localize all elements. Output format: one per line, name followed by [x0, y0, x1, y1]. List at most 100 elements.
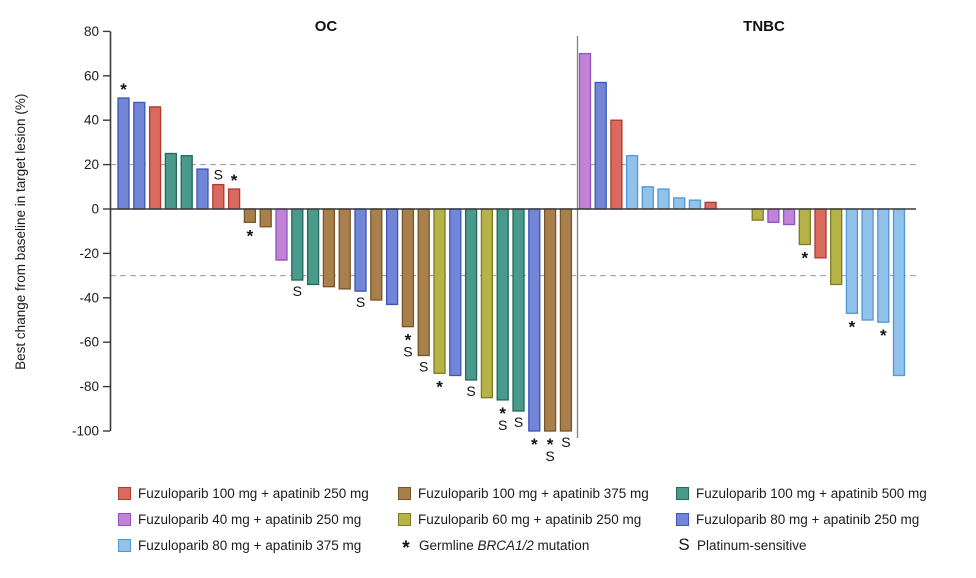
- bar: [291, 208, 304, 281]
- waterfall-chart: 80 60 40 20 0 -20 -40 -60 -80 -100 Best change fro…: [13, 18, 916, 464]
- y-tick-label: -100: [72, 424, 99, 439]
- bar: [227, 188, 241, 210]
- bar: [401, 208, 415, 328]
- legend-item: Fuzuloparib 60 mg + apatinib 250 mg: [398, 512, 676, 527]
- brca-mutation-mark: *: [436, 377, 443, 396]
- bar: [354, 208, 367, 292]
- y-tick-label: -80: [79, 379, 99, 394]
- legend-label: Fuzuloparib 100 mg + apatinib 375 mg: [418, 485, 649, 501]
- brca-mutation-asterisk-icon: *: [402, 538, 410, 559]
- legend-label: Fuzuloparib 40 mg + apatinib 250 mg: [138, 511, 362, 527]
- legend-label: Fuzuloparib 80 mg + apatinib 250 mg: [696, 511, 920, 527]
- brca-mutation-mark: *: [247, 226, 254, 245]
- bar: [212, 183, 225, 210]
- legend-item: S Platinum-sensitive: [676, 535, 976, 555]
- y-tick-label: 0: [91, 202, 99, 217]
- platinum-sensitive-mark: S: [293, 283, 302, 299]
- brca-mutation-mark: *: [801, 249, 808, 268]
- bar: [877, 208, 890, 323]
- bar: [164, 152, 178, 210]
- brca-mutation-mark: *: [849, 317, 856, 336]
- legend-item: Fuzuloparib 80 mg + apatinib 250 mg: [676, 512, 976, 527]
- bar: [259, 208, 272, 228]
- bar: [673, 197, 686, 210]
- y-axis-label: Best change from baseline in target lesi…: [13, 94, 28, 370]
- legend-label: Fuzuloparib 100 mg + apatinib 500 mg: [696, 485, 927, 501]
- bar: [594, 81, 607, 210]
- bar: [767, 208, 780, 223]
- legend-item: Fuzuloparib 80 mg + apatinib 375 mg: [118, 538, 398, 553]
- y-tick-label: 20: [84, 157, 99, 172]
- legend-swatch-lightblue: [118, 538, 131, 552]
- bar: [892, 208, 906, 377]
- brca-mutation-mark: *: [405, 331, 412, 350]
- bar: [641, 186, 654, 210]
- bar: [830, 208, 843, 286]
- legend-label: Germline BRCA1/2 mutation: [419, 537, 590, 553]
- bar: [275, 208, 288, 261]
- legend-label: Fuzuloparib 100 mg + apatinib 250 mg: [138, 485, 369, 501]
- bar: [657, 188, 670, 210]
- platinum-sensitive-mark: S: [214, 167, 223, 183]
- bar: [845, 208, 859, 314]
- bar: [528, 208, 541, 432]
- bar: [464, 208, 478, 381]
- bar: [559, 208, 573, 432]
- panel-title-oc: OC: [315, 18, 338, 35]
- legend-label: Platinum-sensitive: [697, 537, 807, 553]
- legend-swatch-orchid: [118, 512, 131, 526]
- brca-mutation-mark: *: [547, 435, 554, 454]
- bar: [306, 208, 320, 286]
- legend-swatch-teal: [676, 486, 689, 500]
- legend-swatch-royal: [676, 512, 689, 526]
- bar: [370, 208, 383, 301]
- y-tick-label: -40: [79, 290, 99, 305]
- bar: [814, 208, 827, 259]
- platinum-sensitive-s-icon: S: [678, 535, 690, 554]
- platinum-sensitive-mark: S: [403, 344, 412, 360]
- legend-label: Fuzuloparib 80 mg + apatinib 375 mg: [138, 537, 362, 553]
- bar: [512, 208, 525, 412]
- bar: [480, 208, 494, 399]
- legend-item: Fuzuloparib 100 mg + apatinib 375 mg: [398, 486, 676, 501]
- y-tick-label: 80: [84, 24, 99, 39]
- y-tick-label: -20: [79, 246, 99, 261]
- bar: [861, 208, 874, 321]
- platinum-sensitive-mark: S: [356, 294, 365, 310]
- platinum-sensitive-mark: S: [466, 383, 475, 399]
- bar: [751, 208, 764, 221]
- platinum-sensitive-mark: S: [514, 414, 523, 430]
- platinum-sensitive-mark: S: [498, 417, 507, 433]
- brca-mutation-mark: *: [531, 435, 538, 454]
- bar: [798, 208, 811, 246]
- legend-item: Fuzuloparib 100 mg + apatinib 250 mg: [118, 486, 398, 501]
- bar: [782, 208, 796, 226]
- brca-mutation-mark: *: [499, 404, 506, 423]
- bar: [449, 208, 462, 377]
- bar: [625, 155, 639, 210]
- bar: [610, 119, 623, 210]
- legend-item: * Germline BRCA1/2 mutation: [398, 537, 676, 559]
- y-tick-label: -60: [79, 335, 99, 350]
- y-tick-label: 40: [84, 113, 99, 128]
- bar: [417, 208, 430, 357]
- bar: [133, 101, 146, 210]
- y-tick-label: 60: [84, 68, 99, 83]
- bar: [704, 201, 717, 210]
- brca-mutation-mark: *: [880, 326, 887, 345]
- platinum-sensitive-mark: S: [545, 448, 554, 464]
- panel-title-tnbc: TNBC: [743, 18, 785, 35]
- bar: [543, 208, 557, 432]
- legend-swatch-red: [118, 486, 131, 500]
- bar: [117, 97, 130, 210]
- platinum-sensitive-mark: S: [561, 434, 570, 450]
- bar: [385, 208, 399, 306]
- bar: [180, 155, 193, 210]
- bar: [338, 208, 351, 290]
- bar: [322, 208, 336, 288]
- brca-mutation-mark: *: [231, 171, 238, 190]
- bar: [243, 208, 257, 223]
- legend-item: Fuzuloparib 100 mg + apatinib 500 mg: [676, 486, 976, 501]
- bar: [496, 208, 509, 401]
